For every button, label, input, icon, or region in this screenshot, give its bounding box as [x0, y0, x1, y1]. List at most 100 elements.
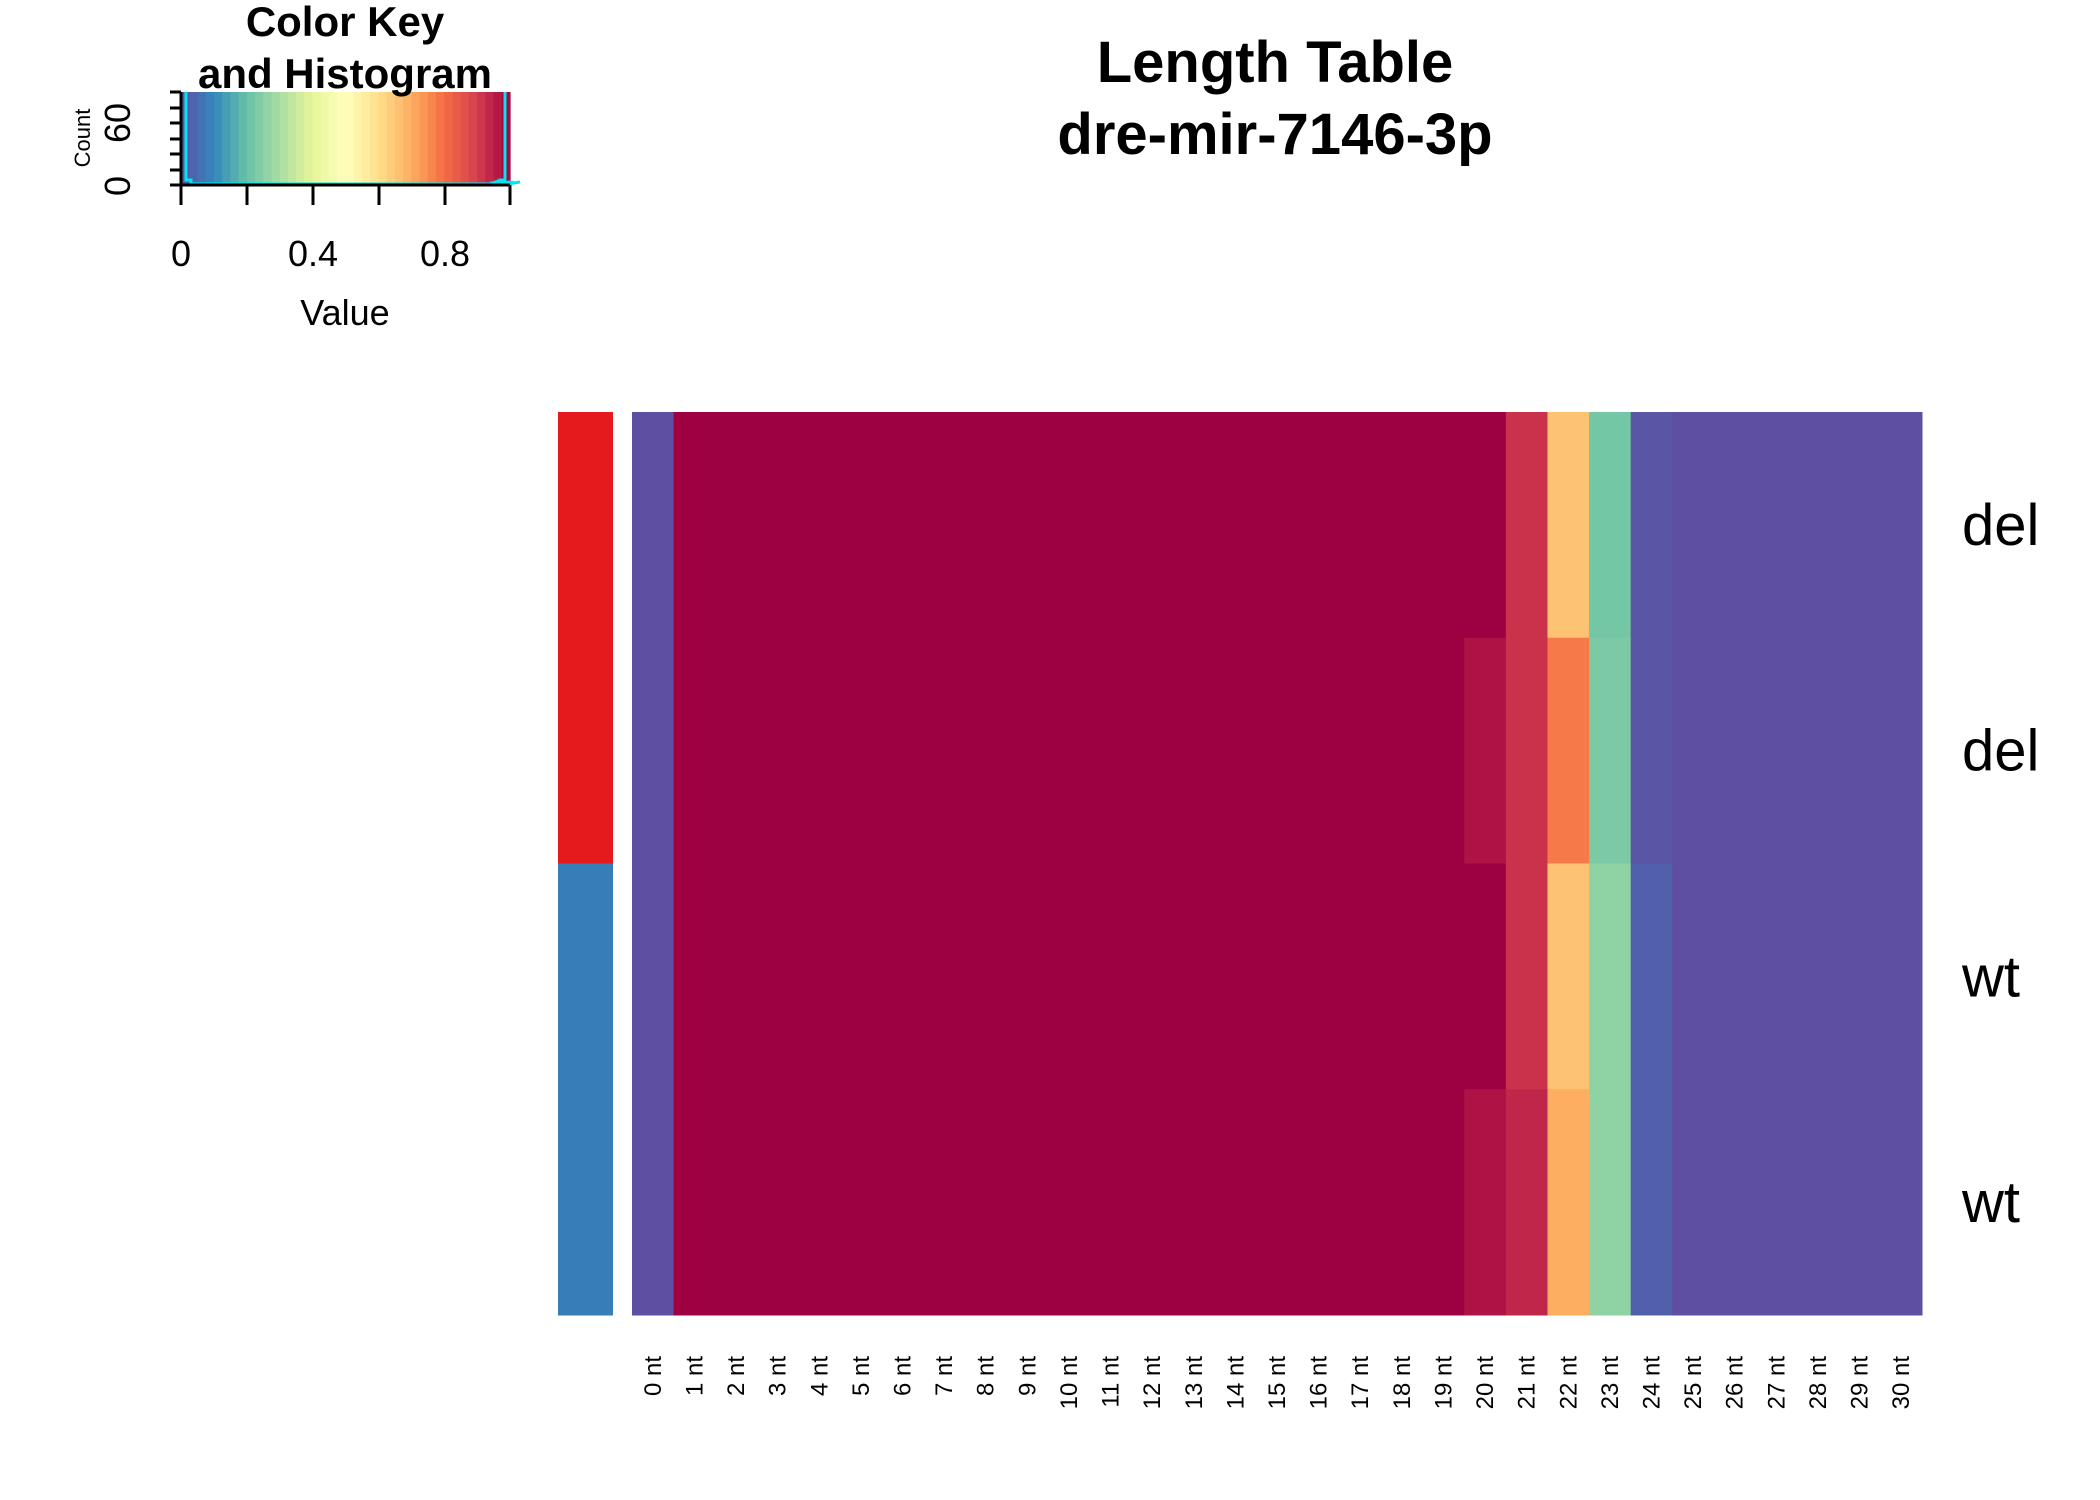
heatmap-cell: [1006, 863, 1049, 1090]
color-key-title-line-2: and Histogram: [198, 50, 492, 97]
heatmap-cell: [1589, 863, 1632, 1090]
heatmap-cell: [1880, 637, 1923, 864]
heatmap-cell: [1630, 637, 1673, 864]
color-key-swatch: [370, 92, 379, 185]
heatmap-cell: [632, 637, 675, 864]
color-key-swatch: [279, 92, 289, 185]
heatmap-cell: [840, 412, 883, 639]
heatmap-cell: [715, 412, 758, 639]
heatmap-cell: [1131, 412, 1174, 639]
color-key-swatch: [205, 92, 215, 185]
heatmap-cell: [1256, 863, 1299, 1090]
heatmap-cell: [1256, 637, 1299, 864]
row-side-color: [558, 412, 613, 639]
color-key-swatch: [246, 92, 256, 185]
heatmap-cell: [1256, 1089, 1299, 1316]
heatmap-cell: [756, 637, 799, 864]
chart-title-line-2: dre-mir-7146-3p: [1057, 102, 1492, 167]
heatmap-cell: [1297, 412, 1340, 639]
color-key-swatch: [222, 92, 231, 185]
column-labels: 0 nt 1 nt 2 nt 3 nt 4 nt 5 nt 6 nt 7 nt 8 nt 9 nt…: [640, 1356, 1915, 1410]
color-key-swatch: [435, 92, 445, 185]
heatmap-cell: [798, 412, 841, 639]
heatmap-cell: [1838, 863, 1881, 1090]
heatmap-cell: [1589, 637, 1632, 864]
heatmap-cell: [1880, 412, 1923, 639]
column-label: 10 nt: [1056, 1356, 1083, 1410]
heatmap-cell: [1838, 412, 1881, 639]
column-label: 21 nt: [1514, 1356, 1541, 1410]
heatmap-cell: [1339, 1089, 1382, 1316]
heatmap-cell: [715, 863, 758, 1090]
heatmap-cell: [1297, 863, 1340, 1090]
heatmap-cell: [881, 1089, 924, 1316]
color-key-swatch: [361, 92, 371, 185]
column-label: 12 nt: [1139, 1356, 1166, 1410]
heatmap-cell: [1381, 1089, 1424, 1316]
color-key-swatch: [312, 92, 322, 185]
column-label: 8 nt: [973, 1356, 1000, 1396]
heatmap-cell: [1131, 637, 1174, 864]
heatmap-cell: [1672, 412, 1715, 639]
heatmap-cell: [881, 412, 924, 639]
color-key-swatch: [477, 92, 486, 185]
column-label: 30 nt: [1888, 1356, 1915, 1410]
heatmap-cell: [1464, 1089, 1507, 1316]
column-label: 3 nt: [765, 1356, 792, 1396]
color-key-y-tick-label: 60: [97, 103, 138, 143]
color-key-swatch: [419, 92, 429, 185]
heatmap-cell: [1006, 412, 1049, 639]
color-key-swatch: [320, 92, 330, 185]
column-label: 17 nt: [1347, 1356, 1374, 1410]
column-label: 27 nt: [1763, 1356, 1790, 1410]
color-key-swatch: [189, 92, 199, 185]
heatmap-cell: [1505, 412, 1548, 639]
heatmap-cell: [1797, 1089, 1840, 1316]
heatmap-cell: [1214, 863, 1257, 1090]
heatmap-cell: [840, 863, 883, 1090]
color-key-swatch: [255, 92, 264, 185]
heatmap-cell: [1464, 863, 1507, 1090]
heatmap-cell: [1381, 863, 1424, 1090]
heatmap-cell: [1131, 1089, 1174, 1316]
color-key-swatch: [296, 92, 305, 185]
heatmap-cell: [1547, 412, 1590, 639]
color-key-gradient: [181, 92, 511, 185]
heatmap-cell: [1214, 1089, 1257, 1316]
color-key-swatch: [411, 92, 421, 185]
color-key-swatch: [394, 92, 404, 185]
heatmap-cell: [1297, 1089, 1340, 1316]
heatmap-cell: [798, 1089, 841, 1316]
heatmap-cell: [1214, 637, 1257, 864]
heatmap-cell: [1381, 412, 1424, 639]
heatmap-cell: [1464, 412, 1507, 639]
heatmap-cell: [964, 863, 1008, 1090]
heatmap-cell: [1755, 637, 1798, 864]
heatmap-cell: [1339, 637, 1382, 864]
column-label: 2 nt: [723, 1356, 750, 1396]
heatmap-cell: [964, 1089, 1008, 1316]
heatmap-cell: [715, 637, 758, 864]
heatmap-cell: [632, 1089, 675, 1316]
heatmap-cell: [1713, 863, 1757, 1090]
column-label: 15 nt: [1264, 1356, 1291, 1410]
heatmap-cell: [1630, 863, 1673, 1090]
heatmap-cell: [1713, 1089, 1757, 1316]
color-key-swatch: [386, 92, 396, 185]
color-key-x-tick-label: 0.4: [288, 233, 338, 274]
color-key-swatch: [337, 92, 347, 185]
heatmap-cell: [1048, 1089, 1091, 1316]
heatmap-cell: [1880, 863, 1923, 1090]
color-key-swatch: [329, 92, 338, 185]
heatmap-cell: [1339, 412, 1382, 639]
heatmap-cell: [1838, 1089, 1881, 1316]
heatmap-cell: [756, 412, 799, 639]
column-label: 4 nt: [806, 1356, 833, 1396]
color-key-swatch: [468, 92, 478, 185]
row-labels: del del wt wt: [1961, 493, 2039, 1235]
color-key-swatch: [213, 92, 223, 185]
column-label: 25 nt: [1680, 1356, 1707, 1410]
heatmap-cell: [673, 637, 716, 864]
heatmap-cell: [756, 1089, 799, 1316]
heatmap-cell: [632, 412, 675, 639]
